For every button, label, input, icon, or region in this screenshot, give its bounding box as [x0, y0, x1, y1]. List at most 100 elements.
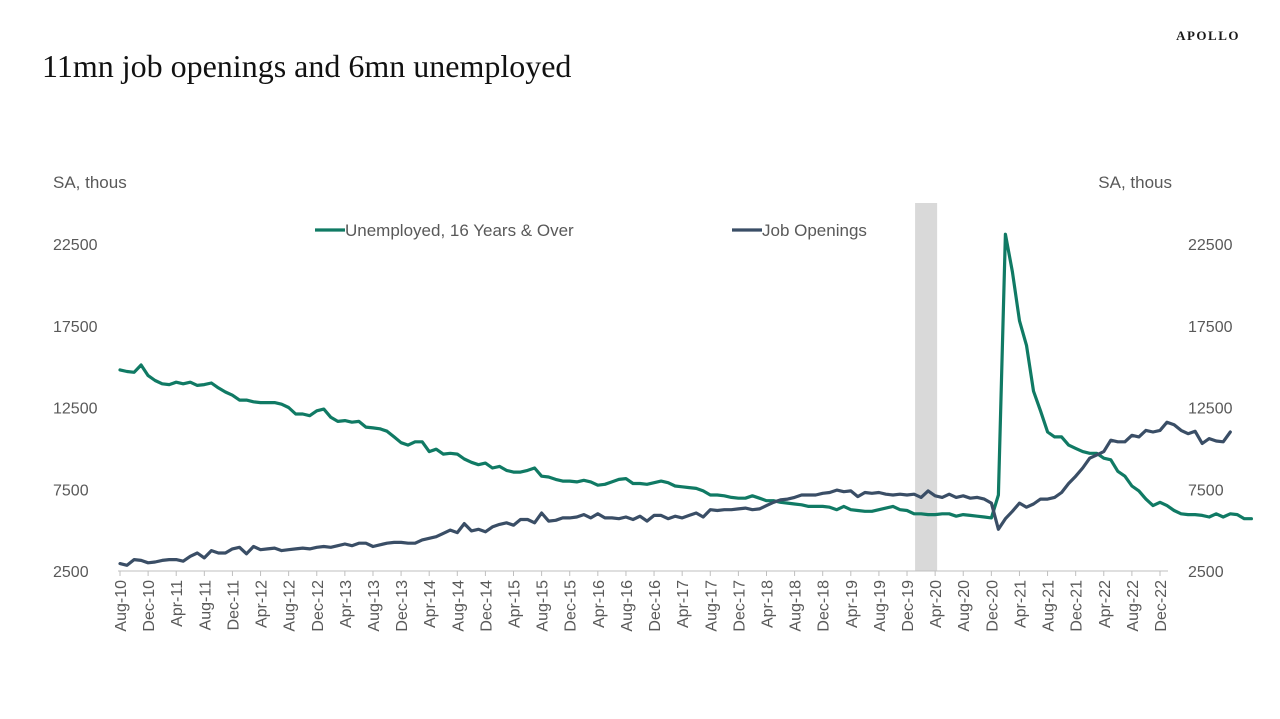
- data-point-unemployed-16-years-over: [927, 514, 929, 516]
- data-point-unemployed-16-years-over: [1082, 451, 1084, 453]
- data-point-job-openings: [983, 498, 985, 500]
- data-point-unemployed-16-years-over: [309, 415, 311, 417]
- data-point-unemployed-16-years-over: [527, 469, 529, 471]
- data-point-job-openings: [365, 542, 367, 544]
- data-point-unemployed-16-years-over: [906, 509, 908, 512]
- data-point-job-openings: [519, 518, 522, 521]
- data-point-unemployed-16-years-over: [196, 384, 198, 386]
- x-tick-label: Apr-19: [844, 580, 861, 628]
- data-point-job-openings: [231, 548, 233, 550]
- data-point-unemployed-16-years-over: [997, 494, 1000, 496]
- data-point-job-openings: [1018, 502, 1021, 504]
- y-tick-label-right: 2500: [1188, 564, 1224, 581]
- x-tick-label: Aug-10: [113, 580, 130, 632]
- data-point-job-openings: [646, 520, 648, 522]
- data-point-job-openings: [407, 542, 409, 544]
- x-tick-label: Dec-18: [816, 580, 833, 632]
- data-point-job-openings: [730, 509, 733, 511]
- data-point-unemployed-16-years-over: [716, 494, 718, 496]
- data-point-unemployed-16-years-over: [1089, 452, 1091, 454]
- data-point-unemployed-16-years-over: [372, 427, 374, 429]
- x-tick-label: Dec-12: [310, 580, 327, 632]
- data-point-job-openings: [1229, 431, 1231, 433]
- data-point-job-openings: [892, 494, 894, 496]
- x-tick-label: Apr-21: [1012, 580, 1029, 628]
- data-point-job-openings: [955, 496, 957, 498]
- data-point-unemployed-16-years-over: [252, 401, 255, 403]
- data-point-job-openings: [512, 524, 515, 526]
- data-point-job-openings: [1173, 424, 1175, 426]
- x-tick-label: Aug-15: [535, 580, 552, 632]
- data-point-unemployed-16-years-over: [569, 480, 571, 482]
- data-point-unemployed-16-years-over: [393, 436, 395, 438]
- data-point-job-openings: [414, 542, 416, 544]
- data-point-unemployed-16-years-over: [730, 496, 733, 498]
- data-point-job-openings: [316, 546, 318, 548]
- data-point-job-openings: [498, 523, 501, 526]
- data-point-unemployed-16-years-over: [604, 483, 606, 485]
- x-tick-label: Dec-20: [984, 580, 1001, 632]
- data-point-job-openings: [1011, 510, 1014, 512]
- data-point-unemployed-16-years-over: [1032, 390, 1035, 392]
- data-point-job-openings: [702, 516, 704, 518]
- data-point-unemployed-16-years-over: [126, 370, 128, 373]
- data-point-job-openings: [737, 508, 740, 510]
- series-line-job-openings: [118, 420, 1232, 567]
- data-point-unemployed-16-years-over: [934, 514, 936, 516]
- data-point-job-openings: [885, 493, 887, 495]
- data-point-unemployed-16-years-over: [1222, 516, 1224, 518]
- data-point-job-openings: [751, 509, 754, 511]
- x-tick-label: Aug-19: [872, 580, 889, 632]
- x-tick-label: Aug-14: [450, 580, 467, 632]
- data-point-unemployed-16-years-over: [512, 471, 515, 473]
- data-point-unemployed-16-years-over: [231, 394, 233, 396]
- data-point-job-openings: [1124, 441, 1126, 443]
- data-point-unemployed-16-years-over: [1208, 516, 1210, 518]
- data-point-unemployed-16-years-over: [913, 513, 915, 515]
- data-point-job-openings: [822, 492, 824, 494]
- data-point-unemployed-16-years-over: [358, 420, 360, 422]
- x-tick-label: Aug-13: [366, 580, 383, 632]
- data-point-job-openings: [1222, 441, 1224, 443]
- data-point-unemployed-16-years-over: [1018, 320, 1021, 322]
- right-axis-unit: SA, thous: [1098, 173, 1172, 192]
- data-point-unemployed-16-years-over: [878, 509, 880, 511]
- data-point-job-openings: [274, 547, 276, 549]
- data-point-job-openings: [997, 528, 1000, 530]
- data-point-job-openings: [948, 493, 950, 495]
- brand-logo: APOLLO: [1176, 28, 1240, 43]
- data-point-job-openings: [126, 564, 128, 566]
- data-point-job-openings: [801, 494, 803, 496]
- data-point-job-openings: [850, 490, 852, 492]
- data-point-unemployed-16-years-over: [1103, 457, 1105, 459]
- data-point-unemployed-16-years-over: [295, 413, 297, 415]
- data-point-job-openings: [527, 518, 529, 521]
- data-point-job-openings: [969, 497, 971, 499]
- data-point-unemployed-16-years-over: [154, 379, 156, 382]
- data-point-job-openings: [857, 496, 859, 498]
- data-point-unemployed-16-years-over: [365, 426, 367, 428]
- data-point-job-openings: [548, 520, 550, 522]
- data-point-job-openings: [611, 517, 613, 519]
- data-point-job-openings: [1110, 439, 1112, 441]
- data-point-job-openings: [217, 552, 219, 554]
- data-point-unemployed-16-years-over: [941, 513, 943, 515]
- data-point-job-openings: [1138, 436, 1140, 438]
- data-point-job-openings: [779, 499, 782, 501]
- data-point-unemployed-16-years-over: [1039, 410, 1042, 412]
- data-point-unemployed-16-years-over: [1243, 518, 1245, 520]
- x-tick-label: Aug-18: [788, 580, 805, 632]
- data-point-unemployed-16-years-over: [892, 505, 894, 507]
- data-point-job-openings: [1032, 503, 1035, 505]
- data-point-job-openings: [667, 518, 669, 520]
- data-point-job-openings: [1215, 440, 1217, 442]
- data-point-unemployed-16-years-over: [681, 486, 683, 488]
- data-point-job-openings: [281, 550, 283, 552]
- data-point-unemployed-16-years-over: [1061, 436, 1063, 438]
- data-point-job-openings: [372, 545, 374, 548]
- data-point-unemployed-16-years-over: [534, 467, 536, 469]
- data-point-job-openings: [1039, 498, 1042, 500]
- y-tick-label-left: 2500: [53, 564, 89, 581]
- data-point-job-openings: [765, 505, 768, 507]
